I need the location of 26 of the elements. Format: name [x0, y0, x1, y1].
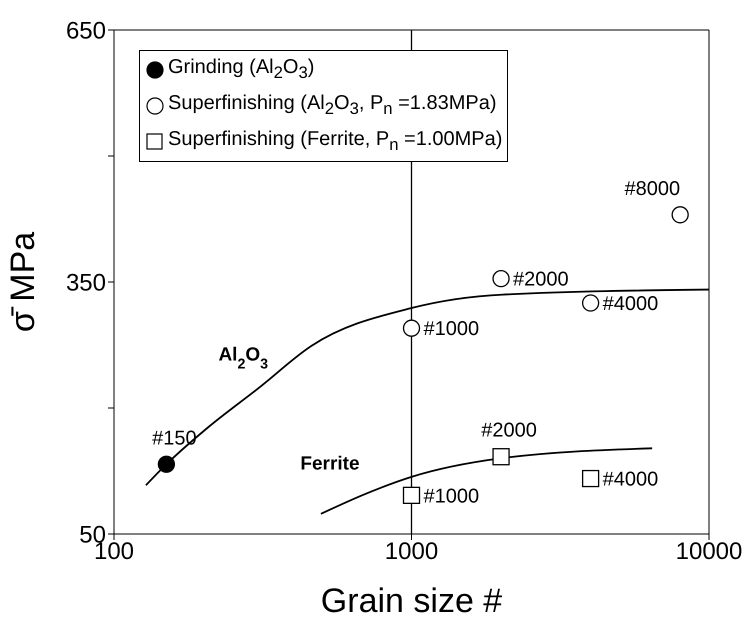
annotation: Al$_{2}$O$_{3}$ — [218, 344, 268, 372]
annotation: #1000 — [424, 485, 480, 508]
point — [402, 320, 420, 337]
legend-label: Grinding (Al$_{2}$O$_{3}$) — [168, 55, 314, 84]
point — [492, 448, 510, 466]
point — [582, 470, 600, 488]
annotation: #2000 — [481, 420, 537, 442]
annotation: #4000 — [602, 468, 658, 491]
y-axis-title: σ̄ MPa — [4, 232, 42, 332]
x-tick-label: 1000 — [384, 538, 438, 566]
legend-label: Superfinishing (Ferrite, P$_{n}$ =1.00MPa) — [168, 127, 502, 156]
annotation: #1000 — [424, 318, 480, 340]
annotation: Ferrite — [300, 454, 360, 475]
point — [492, 270, 510, 288]
x-axis-title: Grain size # — [320, 582, 502, 620]
annotation: #4000 — [602, 293, 658, 315]
point — [672, 206, 689, 224]
y-tick-label: 350 — [66, 270, 106, 297]
point — [582, 294, 600, 312]
annotation: #8000 — [624, 178, 680, 200]
annotation: #2000 — [513, 268, 569, 291]
point — [402, 486, 420, 504]
x-tick-label: 10000 — [676, 538, 742, 566]
y-tick-label: 650 — [66, 18, 106, 45]
annotation: #150 — [152, 427, 197, 450]
legend-label: Superfinishing (Al$_{2}$O$_{3}$, P$_{n}$ =1.83MPa) — [168, 91, 497, 120]
